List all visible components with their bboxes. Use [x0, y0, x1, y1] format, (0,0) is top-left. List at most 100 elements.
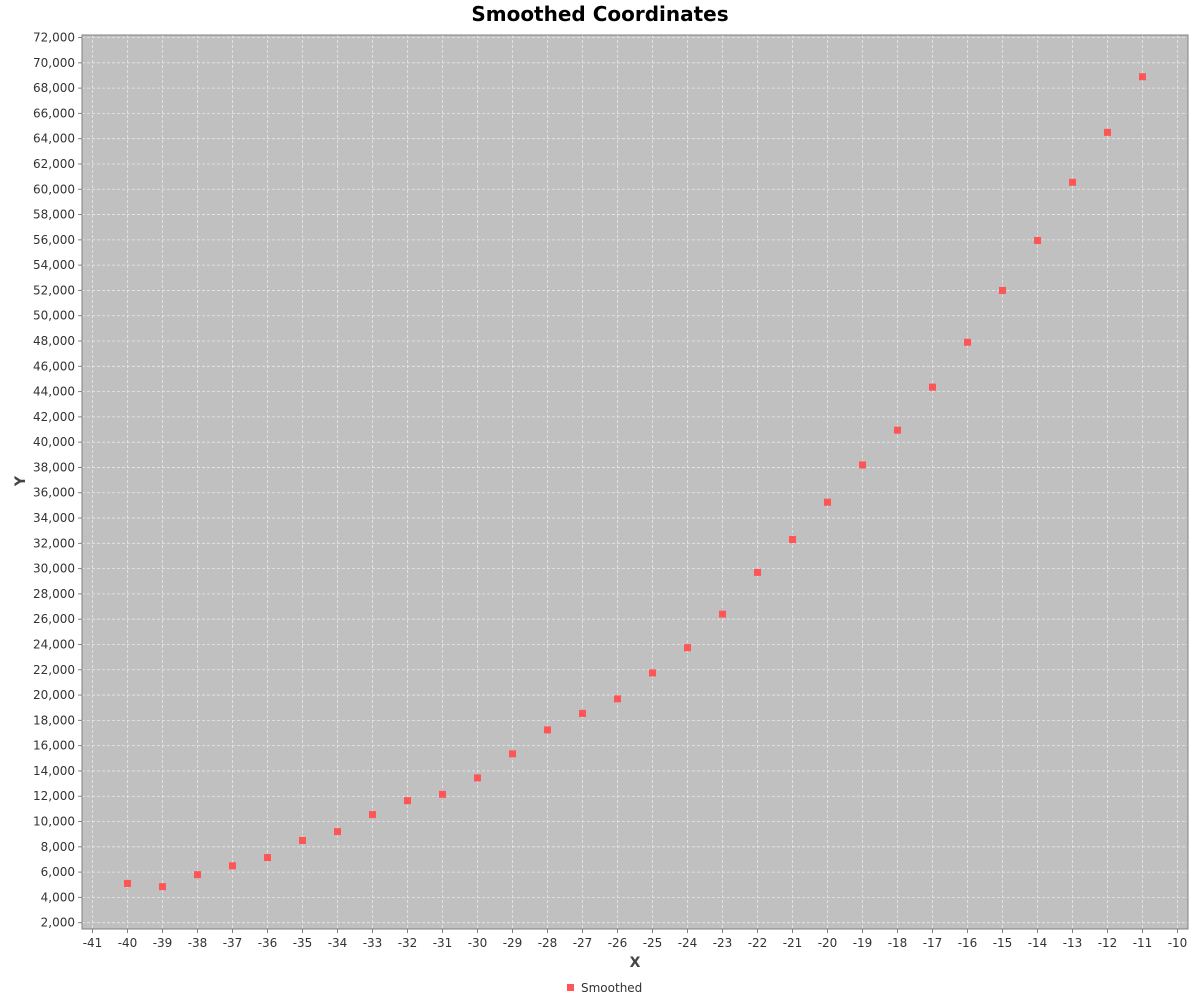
y-tick-label: 62,000	[33, 157, 75, 171]
y-tick-label: 52,000	[33, 283, 75, 297]
y-axis: 2,000 4,000 6,000 8,000 10,000 12,000 14,000 16…	[33, 31, 82, 930]
x-tick-label: -11	[1133, 936, 1153, 950]
data-point	[579, 709, 586, 717]
data-point	[1069, 178, 1076, 186]
x-tick-label: -33	[363, 936, 383, 950]
y-tick-label: 40,000	[33, 435, 75, 449]
x-tick-label: -30	[468, 936, 488, 950]
x-tick-label: -28	[538, 936, 558, 950]
plot-outline	[81, 34, 1189, 930]
data-point	[124, 879, 131, 887]
x-tick-label: -20	[818, 936, 838, 950]
y-tick-label: 14,000	[33, 764, 75, 778]
y-tick-label: 68,000	[33, 81, 75, 95]
y-tick-label: 16,000	[33, 739, 75, 753]
data-point	[369, 811, 376, 819]
data-point	[789, 536, 796, 544]
y-tick-label: 18,000	[33, 713, 75, 727]
y-tick-label: 22,000	[33, 663, 75, 677]
data-point	[299, 836, 306, 844]
y-tick-label: 28,000	[33, 587, 75, 601]
y-tick-label: 20,000	[33, 688, 75, 702]
x-tick-label: -15	[993, 936, 1013, 950]
y-tick-label: 46,000	[33, 359, 75, 373]
data-point	[404, 797, 411, 805]
x-tick-label: -31	[433, 936, 453, 950]
x-tick-label: -12	[1098, 936, 1118, 950]
data-point	[439, 790, 446, 798]
y-tick-label: 58,000	[33, 208, 75, 222]
x-tick-label: -17	[923, 936, 943, 950]
y-tick-label: 54,000	[33, 258, 75, 272]
data-point	[999, 286, 1006, 294]
y-tick-label: 10,000	[33, 815, 75, 829]
x-tick-label: -36	[258, 936, 278, 950]
y-tick-label: 48,000	[33, 334, 75, 348]
y-tick-label: 56,000	[33, 233, 75, 247]
gridlines	[82, 35, 1188, 929]
data-point	[1034, 236, 1041, 244]
legend-swatch-smoothed	[567, 984, 574, 991]
x-tick-label: -10	[1168, 936, 1188, 950]
y-tick-label: 70,000	[33, 56, 75, 70]
y-tick-label: 2,000	[41, 916, 75, 930]
x-tick-label: -34	[328, 936, 348, 950]
x-axis: -41 -40 -39 -38 -37 -36 -35 -34 -33 -32 -31 -30 -29 -…	[83, 929, 1188, 950]
legend-label-smoothed: Smoothed	[581, 981, 642, 995]
data-point	[1139, 73, 1146, 81]
x-tick-label: -16	[958, 936, 978, 950]
series-smoothed	[124, 73, 1146, 891]
data-point	[684, 644, 691, 652]
data-point	[264, 854, 271, 862]
x-tick-label: -40	[118, 936, 138, 950]
data-point	[194, 871, 201, 879]
legend: Smoothed	[567, 981, 642, 995]
y-tick-label: 50,000	[33, 309, 75, 323]
data-point	[229, 862, 236, 870]
y-tick-label: 66,000	[33, 106, 75, 120]
data-point	[509, 750, 516, 758]
data-point	[754, 568, 761, 576]
data-point	[334, 828, 341, 836]
y-tick-label: 34,000	[33, 511, 75, 525]
x-axis-label: X	[630, 955, 641, 971]
x-tick-label: -41	[83, 936, 103, 950]
y-tick-label: 32,000	[33, 536, 75, 550]
x-tick-label: -19	[853, 936, 873, 950]
y-tick-label: 24,000	[33, 637, 75, 651]
x-tick-label: -27	[573, 936, 593, 950]
chart-title: Smoothed Coordinates	[471, 2, 728, 26]
y-tick-label: 26,000	[33, 612, 75, 626]
y-tick-label: 44,000	[33, 385, 75, 399]
data-point	[929, 383, 936, 391]
y-tick-label: 6,000	[41, 865, 75, 879]
data-point	[544, 726, 551, 734]
x-tick-label: -24	[678, 936, 698, 950]
y-tick-label: 8,000	[41, 840, 75, 854]
x-tick-label: -32	[398, 936, 418, 950]
data-point	[614, 695, 621, 703]
y-tick-label: 72,000	[33, 31, 75, 45]
y-tick-label: 38,000	[33, 460, 75, 474]
y-tick-label: 60,000	[33, 182, 75, 196]
x-tick-label: -21	[783, 936, 803, 950]
data-point	[474, 774, 481, 782]
plot-area	[82, 35, 1188, 929]
data-point	[859, 461, 866, 469]
x-tick-label: -26	[608, 936, 628, 950]
x-tick-label: -13	[1063, 936, 1083, 950]
x-tick-label: -35	[293, 936, 313, 950]
y-axis-label: Y	[13, 475, 29, 487]
y-tick-label: 42,000	[33, 410, 75, 424]
y-tick-label: 30,000	[33, 562, 75, 576]
y-tick-label: 12,000	[33, 789, 75, 803]
x-tick-label: -38	[188, 936, 208, 950]
y-tick-label: 64,000	[33, 132, 75, 146]
x-tick-label: -37	[223, 936, 243, 950]
x-tick-label: -22	[748, 936, 768, 950]
data-point	[719, 610, 726, 618]
x-tick-label: -29	[503, 936, 523, 950]
y-tick-label: 4,000	[41, 890, 75, 904]
x-tick-label: -39	[153, 936, 173, 950]
